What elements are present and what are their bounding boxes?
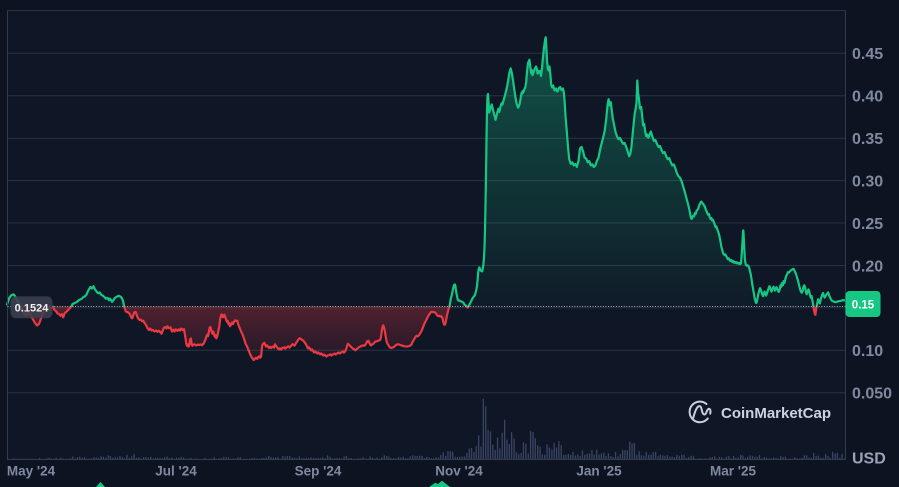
svg-text:0.35: 0.35 xyxy=(852,131,883,148)
svg-text:Jul '24: Jul '24 xyxy=(155,464,197,479)
svg-text:0.20: 0.20 xyxy=(852,258,883,275)
svg-text:0.40: 0.40 xyxy=(852,89,883,106)
svg-text:Nov '24: Nov '24 xyxy=(435,464,483,479)
svg-text:0.15: 0.15 xyxy=(852,299,875,311)
svg-text:0.1524: 0.1524 xyxy=(15,302,50,314)
svg-text:0.050: 0.050 xyxy=(852,386,892,403)
svg-text:0.30: 0.30 xyxy=(852,173,883,190)
svg-text:Jan '25: Jan '25 xyxy=(576,464,622,479)
svg-text:Sep '24: Sep '24 xyxy=(295,464,342,479)
svg-text:Mar '25: Mar '25 xyxy=(710,464,756,479)
svg-text:USD: USD xyxy=(852,451,886,468)
svg-text:0.25: 0.25 xyxy=(852,216,883,233)
svg-text:0.45: 0.45 xyxy=(852,46,883,63)
svg-text:May '24: May '24 xyxy=(7,464,56,479)
svg-text:0.10: 0.10 xyxy=(852,343,883,360)
svg-text:CoinMarketCap: CoinMarketCap xyxy=(721,405,831,422)
